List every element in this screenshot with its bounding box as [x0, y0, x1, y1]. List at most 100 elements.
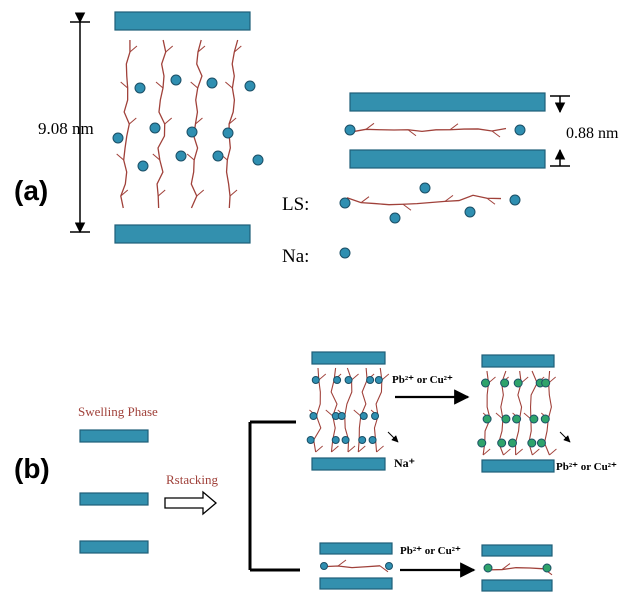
ion: [541, 378, 551, 388]
chain-branch: [549, 448, 557, 456]
ion: [252, 154, 264, 166]
ion: [337, 412, 346, 420]
ion: [514, 124, 526, 136]
chain-branch: [449, 123, 459, 131]
chain-branch: [152, 153, 161, 161]
ion: [464, 206, 476, 218]
ligno-chain: [190, 39, 203, 209]
ion: [501, 414, 511, 424]
ion: [244, 80, 256, 92]
ion: [371, 412, 380, 420]
ion: [311, 376, 320, 384]
chain-branch: [501, 563, 511, 570]
chain-branch: [157, 189, 166, 197]
ion: [137, 160, 149, 172]
chain-branch: [515, 448, 523, 456]
chain-branch: [195, 117, 203, 125]
clay-layer: [481, 354, 555, 368]
ion-label: Pb²⁺ or Cu²⁺: [556, 461, 617, 473]
clay-layer: [349, 149, 546, 169]
ion: [368, 436, 377, 444]
ion: [500, 378, 510, 388]
ion: [134, 82, 146, 94]
chain-branch: [197, 45, 206, 53]
ion-label: Na⁺: [394, 456, 415, 470]
chain-branch: [381, 373, 390, 381]
ion-label: Pb²⁺ or Cu²⁺: [400, 545, 461, 557]
chain-branch: [233, 45, 242, 53]
ion: [512, 414, 522, 424]
ligno-chain: [487, 567, 545, 571]
release-arrow: [387, 431, 399, 443]
chain-branch: [325, 409, 334, 417]
clay-layer: [114, 11, 251, 31]
chain-branch: [120, 81, 129, 89]
chain-branch: [486, 197, 496, 205]
drawing: [70, 11, 571, 592]
ion: [389, 212, 401, 224]
ligno-chain: [351, 127, 507, 133]
legend-label: Na:: [282, 246, 309, 267]
clay-layer: [481, 544, 553, 557]
clay-layer: [481, 579, 553, 592]
spacing-label: 0.88 nm: [566, 125, 619, 142]
chain-branch: [331, 445, 339, 453]
clay-layer: [311, 351, 386, 365]
ion: [339, 247, 351, 259]
hollow-arrow: [164, 490, 218, 516]
ion: [170, 74, 182, 86]
clay-layer: [319, 542, 393, 555]
clay-layer: [481, 459, 555, 473]
chain-branch: [165, 45, 174, 53]
ion: [359, 412, 368, 420]
ion: [175, 150, 187, 162]
panel-label: (b): [14, 453, 50, 484]
ligno-chain: [120, 39, 131, 209]
chain-branch: [402, 203, 412, 211]
chain-branch: [120, 189, 129, 197]
chain-branch: [379, 565, 389, 573]
chain-branch: [196, 189, 205, 197]
chain-branch: [229, 189, 238, 197]
ion: [186, 126, 198, 138]
chain-branch: [164, 117, 173, 125]
chain-branch: [128, 117, 137, 125]
panel-label: (a): [14, 175, 48, 206]
ligno-chain: [225, 39, 239, 209]
ion: [483, 563, 493, 573]
ion: [542, 563, 552, 573]
ion: [374, 376, 383, 384]
ion: [344, 124, 356, 136]
ion: [306, 436, 315, 444]
ion: [497, 438, 507, 448]
ion: [331, 436, 340, 444]
chain-branch: [360, 196, 370, 204]
chain-branch: [444, 195, 454, 202]
ion: [112, 132, 124, 144]
ion: [385, 562, 393, 570]
ligno-chain: [323, 565, 381, 569]
ion: [481, 378, 491, 388]
ion: [419, 182, 431, 194]
ion: [513, 378, 523, 388]
chain-branch: [347, 445, 356, 453]
clay-layer: [311, 457, 386, 471]
chain-branch: [315, 445, 323, 453]
chain-branch: [365, 122, 375, 130]
legend-label: LS:: [282, 194, 309, 215]
ion: [529, 414, 539, 424]
ion: [358, 436, 367, 444]
chain-branch: [186, 153, 195, 161]
chain-branch: [190, 81, 199, 89]
chain-branch: [491, 130, 501, 138]
chain-branch: [532, 448, 540, 456]
spacing-label: 9.08 nm: [38, 119, 94, 138]
clay-layer: [79, 429, 149, 443]
ion: [482, 414, 492, 424]
ion: [341, 436, 350, 444]
ion: [320, 562, 328, 570]
phase-label: Swelling Phase: [78, 404, 158, 419]
chain-branch: [228, 117, 237, 125]
chain-branch: [351, 373, 359, 381]
